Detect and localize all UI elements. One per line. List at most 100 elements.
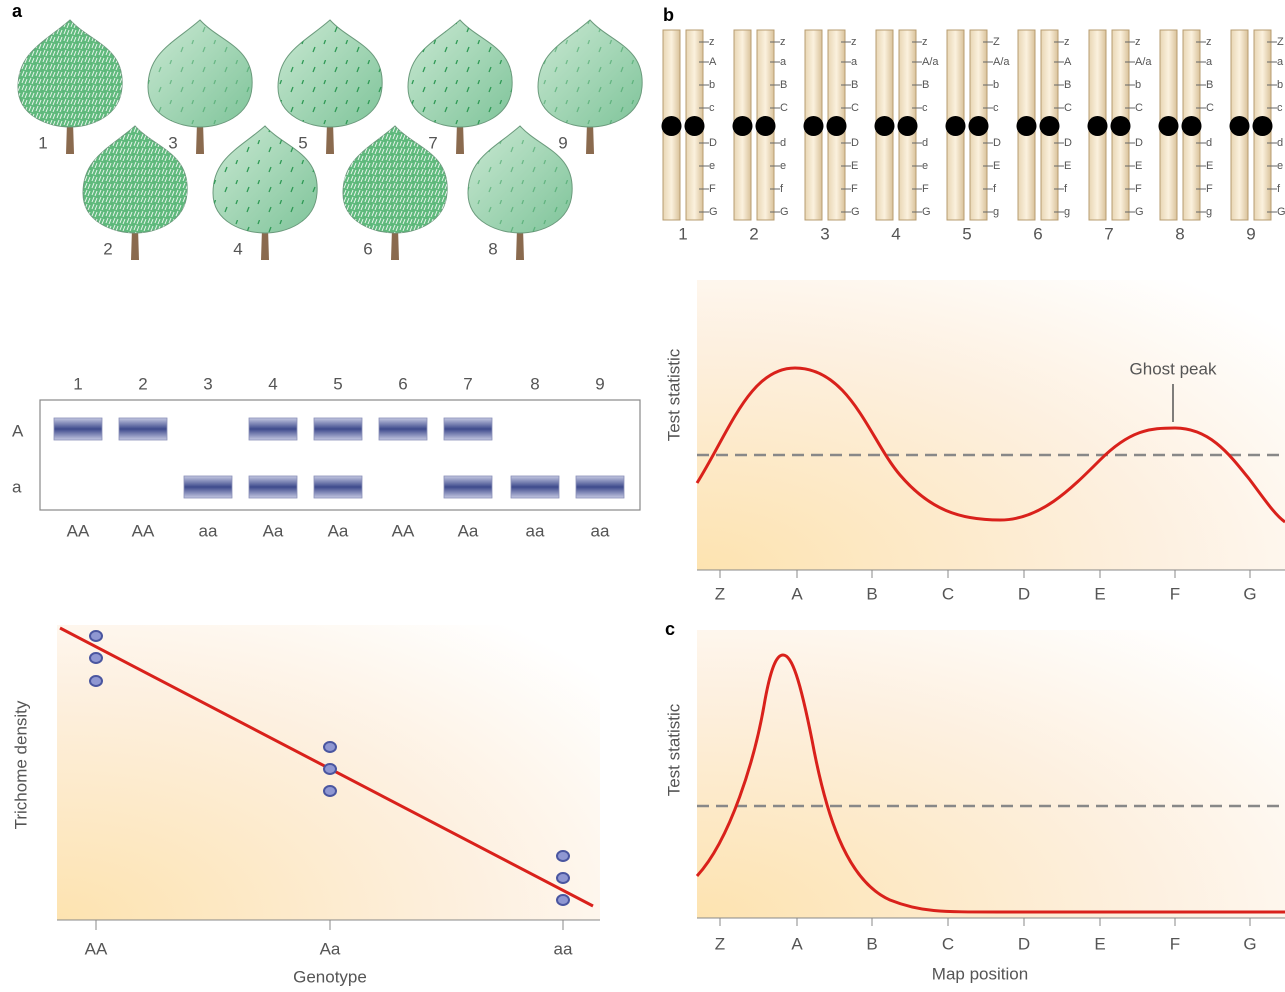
trichomes	[278, 20, 382, 127]
marker-label: D	[1135, 137, 1143, 149]
marker-label: C	[851, 102, 859, 114]
centromere	[1017, 116, 1037, 136]
marker-label: A	[1064, 56, 1072, 68]
marker-label: z	[922, 36, 928, 48]
centromere	[1230, 116, 1250, 136]
x-tick-label: A	[791, 584, 803, 603]
marker-label: E	[1206, 160, 1213, 172]
marker-label: b	[709, 79, 715, 91]
trichomes	[148, 20, 252, 127]
centromere	[969, 116, 989, 136]
marker-label: g	[1064, 206, 1070, 218]
x-tick-label: G	[1243, 934, 1256, 953]
plant-label: 3	[168, 133, 177, 152]
marker-label: g	[993, 206, 999, 218]
plant-label: 6	[363, 239, 372, 258]
band	[444, 418, 492, 440]
genotype-label: AA	[132, 521, 155, 540]
x-tick-label: AA	[85, 939, 108, 958]
trichomes	[468, 126, 572, 233]
marker-label: G	[922, 206, 931, 218]
marker-label: B	[922, 79, 929, 91]
marker-label: C	[1135, 102, 1143, 114]
marker-label: e	[1277, 160, 1283, 172]
marker-label: G	[1135, 206, 1144, 218]
marker-label: E	[1064, 160, 1071, 172]
y-axis-label: Test statistic	[664, 348, 683, 441]
marker-label: A/a	[993, 56, 1010, 68]
x-tick-label: F	[1170, 934, 1180, 953]
marker-label: A	[709, 56, 717, 68]
marker-label: z	[780, 36, 786, 48]
lane-label: 4	[268, 374, 277, 393]
lane-label: 9	[595, 374, 604, 393]
marker-label: d	[922, 137, 928, 149]
x-tick-label: A	[791, 934, 803, 953]
marker-label: C	[1206, 102, 1214, 114]
marker-label: F	[1206, 183, 1213, 195]
plant-label: 8	[488, 239, 497, 258]
individual-label: 4	[891, 224, 900, 243]
band	[511, 476, 559, 498]
genotype-label: Aa	[328, 521, 349, 540]
marker-label: D	[1064, 137, 1072, 149]
marker-label: g	[1206, 206, 1212, 218]
genotype-label: AA	[67, 521, 90, 540]
centromere	[1253, 116, 1273, 136]
centromere	[898, 116, 918, 136]
individual-label: 5	[962, 224, 971, 243]
lane-label: 7	[463, 374, 472, 393]
trichomes	[408, 20, 512, 127]
marker-label: e	[780, 160, 786, 172]
centromere	[1111, 116, 1131, 136]
genotype-label: Aa	[458, 521, 479, 540]
band	[54, 418, 102, 440]
plant-label: 2	[103, 239, 112, 258]
centromere	[685, 116, 705, 136]
genotype-label: aa	[199, 521, 218, 540]
x-tick-label: E	[1094, 934, 1105, 953]
marker-label: E	[851, 160, 858, 172]
panel-label: a	[12, 1, 23, 21]
centromere	[662, 116, 682, 136]
marker-label: E	[1135, 160, 1142, 172]
individual-label: 7	[1104, 224, 1113, 243]
marker-label: d	[780, 137, 786, 149]
x-axis-label: Genotype	[293, 967, 367, 986]
marker-label: B	[1206, 79, 1213, 91]
panel-label: c	[665, 619, 675, 639]
marker-label: Z	[1277, 36, 1284, 48]
marker-label: f	[1064, 183, 1068, 195]
marker-label: f	[993, 183, 997, 195]
x-tick-label: C	[942, 584, 954, 603]
row-label: a	[12, 477, 22, 496]
centromere	[1159, 116, 1179, 136]
genotype-label: AA	[392, 521, 415, 540]
band	[379, 418, 427, 440]
marker-label: F	[922, 183, 929, 195]
plant-label: 4	[233, 239, 242, 258]
marker-label: c	[709, 102, 715, 114]
y-axis-label: Test statistic	[664, 703, 683, 796]
marker-label: A/a	[1135, 56, 1152, 68]
x-tick-label: F	[1170, 584, 1180, 603]
genotype-label: aa	[591, 521, 610, 540]
marker-label: C	[780, 102, 788, 114]
marker-label: a	[1277, 56, 1284, 68]
trichomes	[538, 20, 642, 127]
x-tick-label: Z	[715, 934, 725, 953]
marker-label: b	[1135, 79, 1141, 91]
marker-label: G	[851, 206, 860, 218]
x-tick-label: G	[1243, 584, 1256, 603]
band	[444, 476, 492, 498]
lane-label: 6	[398, 374, 407, 393]
x-tick-label: B	[866, 934, 877, 953]
marker-label: D	[851, 137, 859, 149]
marker-label: D	[993, 137, 1001, 149]
page: { "panel_a": { "label": "a", "plants": […	[0, 0, 1285, 992]
individual-label: 1	[678, 224, 687, 243]
individual-label: 9	[1246, 224, 1255, 243]
plant-label: 1	[38, 133, 47, 152]
marker-label: F	[709, 183, 716, 195]
marker-label: z	[709, 36, 715, 48]
